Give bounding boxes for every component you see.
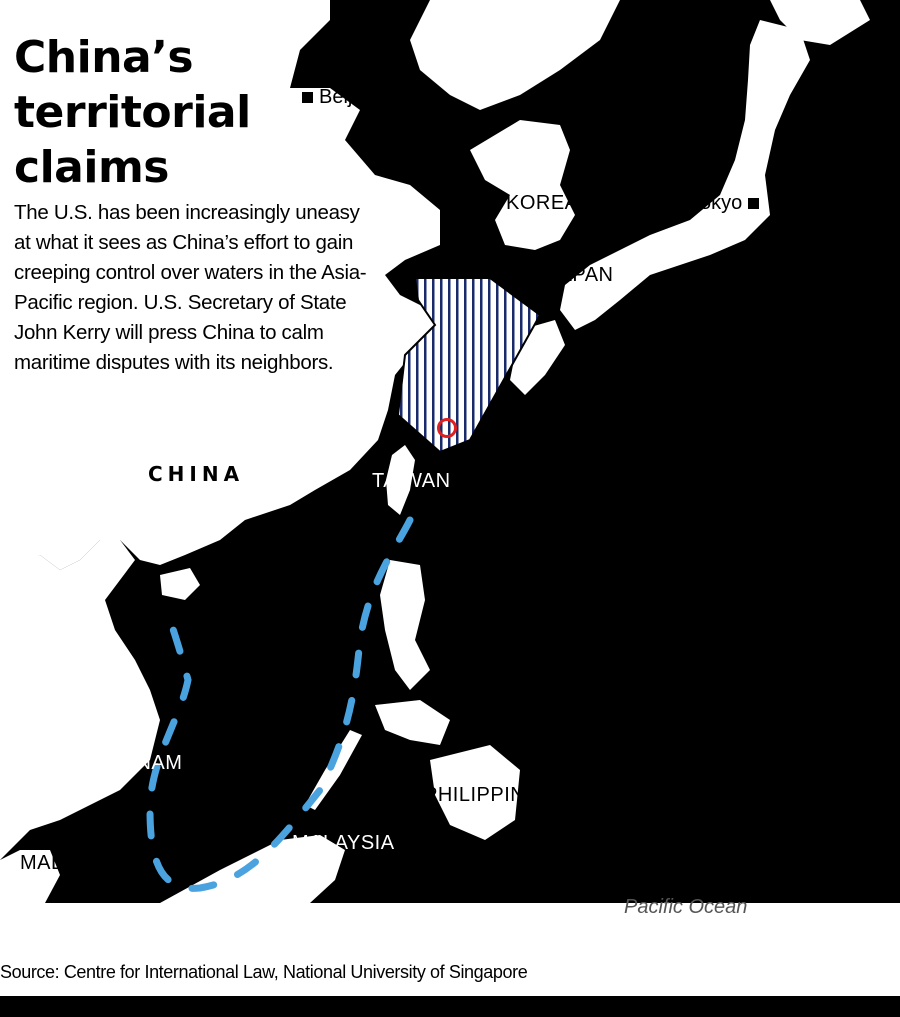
air-defense-zone bbox=[396, 277, 542, 454]
map-subtitle: The U.S. has been increasingly uneasy at… bbox=[14, 201, 367, 374]
country-label-taiwan: TAIWAN bbox=[372, 470, 451, 492]
source-note: Source: Centre for International Law, Na… bbox=[0, 962, 528, 982]
city-marker-icon bbox=[748, 198, 760, 209]
city-marker-icon bbox=[302, 92, 313, 103]
city-tokyo: Tokyo bbox=[690, 192, 760, 215]
mindanao bbox=[430, 745, 520, 840]
footer-band bbox=[0, 903, 900, 996]
japan-islands bbox=[560, 20, 810, 330]
country-label-korea: KOREA bbox=[506, 192, 579, 214]
china-mainland bbox=[0, 0, 440, 570]
city-beijing: Beijing bbox=[302, 86, 379, 109]
hainan-island bbox=[160, 568, 200, 600]
malay-peninsula bbox=[0, 850, 60, 903]
city-label: Beijing bbox=[319, 86, 380, 108]
disputed-islands-marker bbox=[437, 418, 457, 438]
country-label-china: CHINA bbox=[148, 462, 245, 486]
korean-peninsula bbox=[470, 120, 575, 250]
map-title: China’s territorial claims bbox=[14, 32, 251, 193]
ocean-label-pacific: Pacific Ocean bbox=[624, 896, 748, 918]
city-label: Tokyo bbox=[690, 192, 743, 214]
visayas bbox=[375, 700, 450, 745]
country-label-philippines: PHILIPPINES bbox=[424, 784, 553, 806]
country-label-malaysia: MALAYSIA bbox=[292, 832, 395, 854]
indochina bbox=[0, 540, 160, 860]
luzon bbox=[380, 560, 430, 690]
hokkaido bbox=[770, 0, 870, 45]
country-label-malaysia-west: MALAYSIA bbox=[20, 852, 123, 874]
country-label-japan: JAPAN bbox=[548, 264, 614, 286]
country-label-vietnam: VIETNAM bbox=[90, 752, 183, 774]
taiwan-island bbox=[386, 445, 415, 515]
north-landmass bbox=[410, 0, 620, 110]
